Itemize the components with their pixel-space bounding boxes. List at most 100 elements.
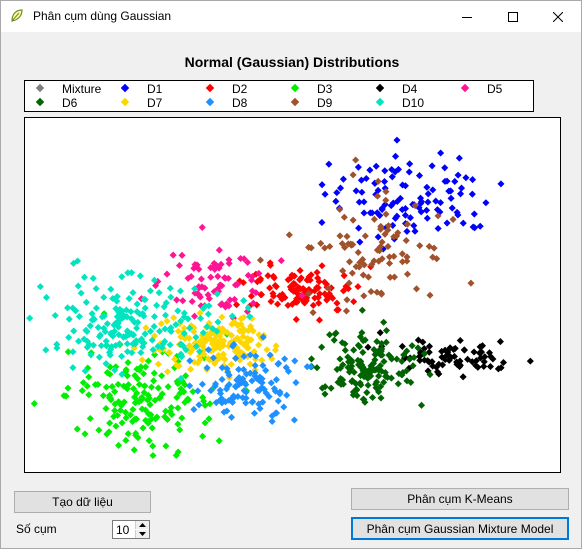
data-point [274,360,282,368]
data-point [247,325,255,333]
cluster-count-value[interactable]: 10 [116,523,130,537]
data-point [152,282,160,290]
data-point [359,271,367,279]
data-point [122,414,130,422]
data-point [249,398,257,406]
data-point [385,253,394,261]
data-point [170,314,178,322]
maximize-button[interactable] [490,1,536,32]
data-point [434,212,442,220]
data-point [403,377,411,385]
data-point [200,397,208,405]
data-point [403,347,411,355]
data-point [321,383,329,391]
data-point [316,290,324,298]
data-point [487,353,495,361]
data-point [163,270,171,278]
data-point [412,285,421,293]
data-point [460,346,468,354]
data-point [215,355,223,363]
data-point [214,318,222,326]
data-point [372,162,380,170]
data-point [189,388,197,396]
data-point [144,419,152,427]
generate-data-button[interactable]: Tạo dữ liệu [14,491,151,513]
data-point [191,289,199,297]
data-point [124,358,132,367]
data-point [225,302,233,310]
data-point [133,389,141,397]
minimize-button[interactable] [444,1,490,32]
data-point [140,370,148,378]
data-point [390,252,398,260]
series-d8 [186,333,315,425]
data-point [391,152,400,160]
cluster-count-stepper[interactable]: 10 [112,520,150,539]
data-point [225,259,233,267]
legend-marker [205,97,215,107]
data-point [433,255,441,263]
data-point [75,337,83,345]
legend-label: Mixture [62,82,102,96]
gmm-button[interactable]: Phân cụm Gaussian Mixture Model [351,517,569,540]
data-point [423,214,431,222]
data-point [420,350,429,358]
data-point [445,356,453,364]
data-point [296,267,304,275]
data-point [262,366,270,374]
data-point [251,361,259,370]
data-point [213,290,221,298]
data-point [218,364,226,372]
data-point [120,398,128,406]
data-point [380,318,388,326]
data-point [402,236,410,245]
data-point [225,381,233,389]
data-point [274,300,282,308]
spin-down-button[interactable] [135,530,149,538]
data-point [381,200,389,209]
data-point [352,263,360,271]
data-point [482,199,490,207]
data-point [174,420,182,428]
data-point [64,304,72,312]
data-point [276,390,284,398]
data-point [102,383,110,391]
data-point [313,364,321,372]
data-point [150,369,158,377]
data-point [424,190,432,198]
data-point [162,442,170,450]
data-point [349,171,357,179]
minimize-icon [462,16,472,18]
data-point [289,287,298,295]
legend-marker [460,83,470,93]
data-point [373,209,381,217]
legend-marker [35,97,45,107]
data-point [186,357,194,365]
data-point [370,346,378,354]
kmeans-button[interactable]: Phân cụm K-Means [351,488,569,510]
data-point [237,254,245,263]
data-point [197,314,205,322]
close-button[interactable] [535,1,581,32]
legend-label: D5 [487,82,503,96]
data-point [327,292,335,300]
legend-label: D1 [147,82,163,96]
data-point [246,313,254,321]
data-point [64,384,72,392]
data-point [336,355,344,363]
data-point [386,273,394,281]
data-point [478,342,487,350]
data-point [462,174,470,182]
data-point [246,351,254,359]
title-bar[interactable]: Phân cụm dùng Gaussian [1,1,581,32]
data-point [318,218,326,227]
data-point [480,362,488,370]
data-point [218,395,226,403]
data-point [333,365,341,373]
data-point [133,397,141,405]
data-point [398,250,406,258]
spin-up-button[interactable] [135,521,149,529]
data-point [150,276,158,284]
data-point [291,280,299,288]
data-point [336,184,345,192]
